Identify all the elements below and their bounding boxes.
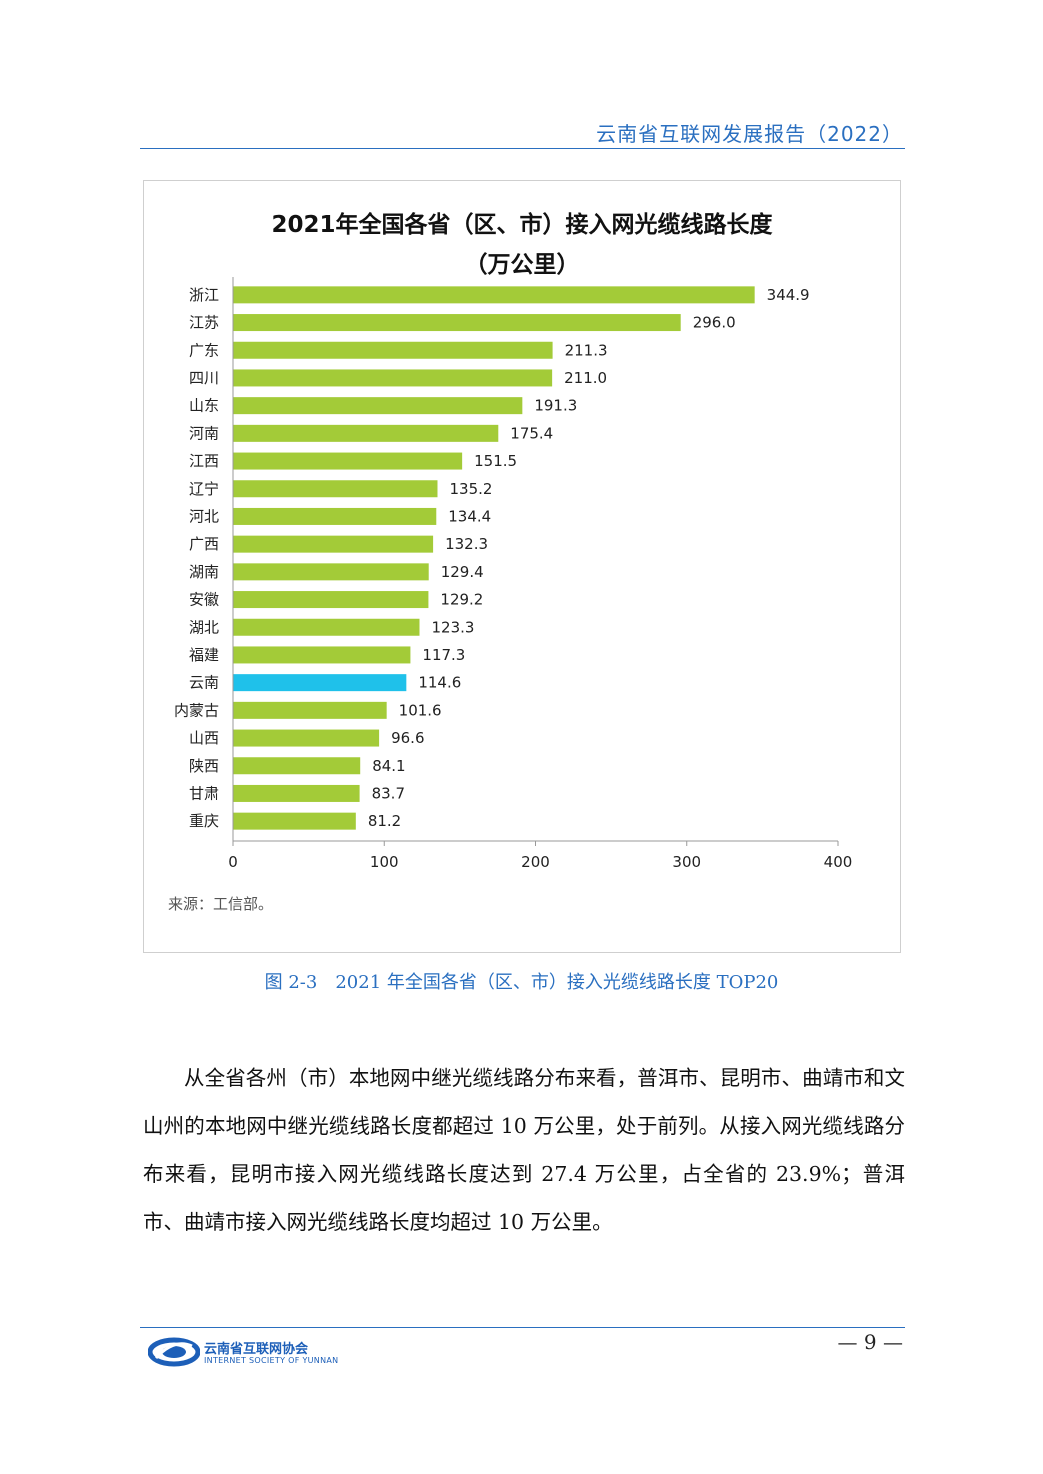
category-label: 湖北 bbox=[189, 618, 219, 636]
category-label: 江苏 bbox=[189, 314, 219, 332]
category-label: 辽宁 bbox=[189, 480, 219, 498]
category-label: 福建 bbox=[189, 646, 219, 664]
bar bbox=[233, 480, 438, 498]
data-label: 81.2 bbox=[368, 812, 401, 830]
category-label: 广东 bbox=[189, 341, 219, 359]
data-label: 129.2 bbox=[440, 591, 483, 609]
bar-chart: 浙江 344.9 江苏 296.0 广东 211.3 四川 211.0 山东 191.3 河南 175… bbox=[174, 277, 853, 871]
bar bbox=[233, 286, 755, 304]
x-tick-label: 0 bbox=[228, 853, 238, 871]
category-label: 湖南 bbox=[189, 563, 219, 581]
footer-divider bbox=[140, 1327, 905, 1328]
category-label: 广西 bbox=[189, 535, 219, 553]
org-name-en: INTERNET SOCIETY OF YUNNAN bbox=[204, 1356, 339, 1365]
bar bbox=[233, 757, 361, 775]
category-label: 甘肃 bbox=[189, 784, 219, 802]
bar bbox=[233, 646, 411, 664]
data-label: 191.3 bbox=[534, 397, 577, 415]
data-label: 344.9 bbox=[767, 286, 810, 304]
data-label: 83.7 bbox=[372, 784, 405, 802]
body-paragraph: 从全省各州（市）本地网中继光缆线路分布来看，普洱市、昆明市、曲靖市和文山州的本地… bbox=[143, 1066, 905, 1234]
category-label: 云南 bbox=[189, 674, 219, 692]
page-number: — 9 — bbox=[837, 1330, 903, 1354]
data-label: 101.6 bbox=[399, 701, 442, 719]
org-name: 云南省互联网协会 bbox=[204, 1342, 309, 1357]
bar bbox=[233, 424, 499, 442]
category-label: 山东 bbox=[189, 397, 219, 415]
bar bbox=[233, 341, 553, 359]
chart-source: 来源：工信部。 bbox=[168, 895, 274, 913]
bar bbox=[233, 812, 356, 830]
data-label: 114.6 bbox=[418, 674, 461, 692]
data-label: 134.4 bbox=[448, 507, 491, 525]
category-label: 陕西 bbox=[189, 757, 219, 775]
x-tick-label: 400 bbox=[824, 853, 853, 871]
category-label: 河北 bbox=[189, 507, 219, 525]
data-label: 84.1 bbox=[372, 757, 405, 775]
x-tick-label: 100 bbox=[370, 853, 399, 871]
category-label: 安徽 bbox=[189, 591, 219, 609]
chart-title-unit: （万公里） bbox=[464, 252, 580, 278]
bar bbox=[233, 397, 523, 415]
data-label: 123.3 bbox=[431, 618, 474, 636]
data-label: 211.0 bbox=[564, 369, 607, 387]
category-label: 江西 bbox=[189, 452, 219, 470]
chart-panel: 2021年全国各省（区、市）接入网光缆线路长度 （万公里） 浙江 344.9 江苏 2… bbox=[143, 180, 901, 953]
figure-caption: 图 2-3 2021 年全国各省（区、市）接入光缆线路长度 TOP20 bbox=[264, 972, 779, 993]
x-tick-label: 300 bbox=[672, 853, 701, 871]
data-label: 151.5 bbox=[474, 452, 517, 470]
bar bbox=[233, 784, 360, 802]
category-label: 浙江 bbox=[189, 286, 219, 304]
org-logo: 云南省互联网协会 INTERNET SOCIETY OF YUNNAN bbox=[147, 1336, 348, 1372]
bar bbox=[233, 618, 420, 636]
data-label: 135.2 bbox=[449, 480, 492, 498]
category-label: 山西 bbox=[189, 729, 219, 747]
bar bbox=[233, 452, 463, 470]
data-label: 175.4 bbox=[510, 424, 553, 442]
category-label: 内蒙古 bbox=[174, 701, 219, 719]
data-label: 296.0 bbox=[693, 314, 736, 332]
data-label: 129.4 bbox=[441, 563, 484, 581]
data-label: 117.3 bbox=[422, 646, 465, 664]
bar bbox=[233, 314, 681, 332]
header-divider bbox=[140, 148, 905, 149]
category-label: 河南 bbox=[189, 424, 219, 442]
category-label: 四川 bbox=[189, 369, 219, 387]
report-title: 云南省互联网发展报告（2022） bbox=[596, 122, 903, 146]
bar bbox=[233, 674, 407, 692]
bar bbox=[233, 563, 429, 581]
bar bbox=[233, 535, 434, 553]
bar bbox=[233, 507, 437, 525]
bar bbox=[233, 701, 387, 719]
data-label: 132.3 bbox=[445, 535, 488, 553]
bar bbox=[233, 591, 429, 609]
bar bbox=[233, 369, 553, 387]
x-tick-label: 200 bbox=[521, 853, 550, 871]
org-logo-icon bbox=[147, 1337, 201, 1367]
data-label: 96.6 bbox=[391, 729, 424, 747]
chart-title: 2021年全国各省（区、市）接入网光缆线路长度 bbox=[271, 212, 773, 238]
data-label: 211.3 bbox=[565, 341, 608, 359]
body-text: 从全省各州（市）本地网中继光缆线路分布来看，普洱市、昆明市、曲靖市和文山州的本地… bbox=[143, 1054, 905, 1246]
bar bbox=[233, 729, 380, 747]
category-label: 重庆 bbox=[189, 812, 219, 830]
